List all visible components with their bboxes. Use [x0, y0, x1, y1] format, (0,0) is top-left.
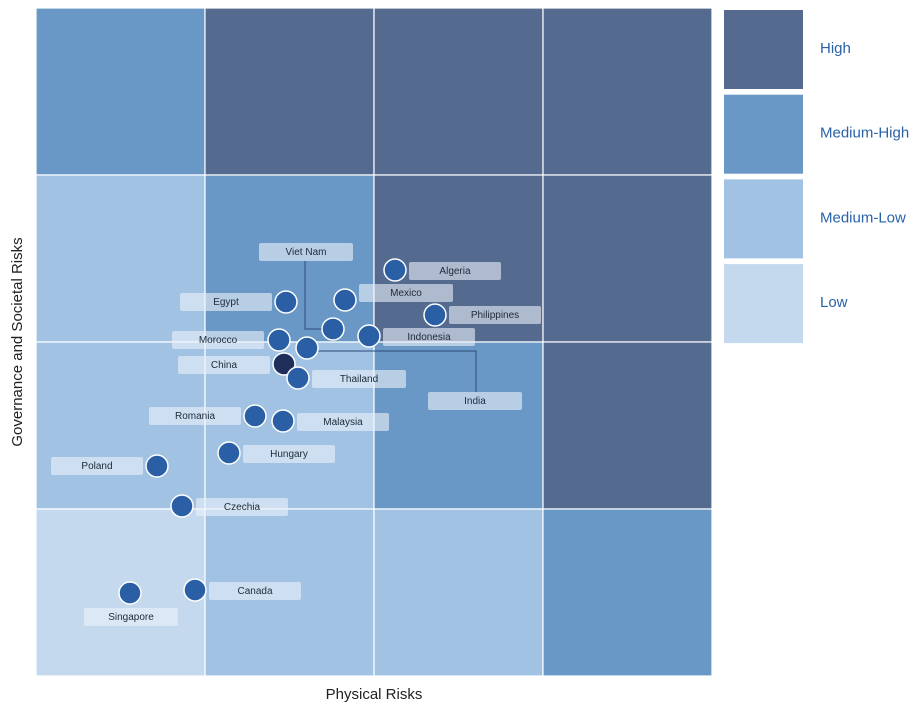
legend-label: Medium-Low: [820, 209, 906, 226]
country-label: Poland: [81, 461, 112, 472]
country-label-box: [51, 457, 143, 475]
country-label-box: [428, 392, 522, 410]
country-dot: [357, 324, 381, 348]
country-label-box: [209, 582, 301, 600]
country-label-box: [172, 331, 264, 349]
country-dot: [286, 366, 310, 390]
country-label: India: [464, 396, 486, 407]
country-label-box: [196, 498, 288, 516]
risk-cell: [35, 174, 206, 343]
grid: [35, 7, 713, 677]
legend-swatch: [724, 179, 803, 259]
country-label-box: [409, 262, 501, 280]
connector: [304, 261, 322, 330]
risk-cell: [542, 7, 713, 176]
x-axis-label: Physical Risks: [326, 686, 423, 703]
risk-cell: [373, 508, 544, 677]
country-label-box: [297, 413, 389, 431]
risk-cell: [373, 341, 544, 510]
risk-cell: [542, 341, 713, 510]
country-dot: [423, 303, 447, 327]
country-dot: [243, 404, 267, 428]
country-label-box: [359, 284, 453, 302]
country-label: Hungary: [270, 449, 308, 460]
country-label: Malaysia: [323, 417, 363, 428]
connector: [318, 350, 477, 392]
legend-swatch: [724, 94, 803, 174]
country-label-box: [149, 407, 241, 425]
country-dot: [183, 578, 207, 602]
country-dot: [170, 494, 194, 518]
country-label: Indonesia: [407, 332, 451, 343]
country-label-box: [178, 356, 270, 374]
risk-cell: [35, 7, 206, 176]
country-label: Philippines: [471, 310, 519, 321]
country-label: Romania: [175, 411, 215, 422]
risk-cell: [373, 7, 544, 176]
country-label: Czechia: [224, 502, 261, 513]
country-label-box: [312, 370, 406, 388]
country-label: Mexico: [390, 288, 422, 299]
legend-swatch: [724, 10, 803, 89]
country-label-box: [449, 306, 541, 324]
country-dot: [271, 409, 295, 433]
country-dot: [274, 290, 298, 314]
country-label: China: [211, 360, 238, 371]
risk-cell: [204, 7, 375, 176]
country-dot: [267, 328, 291, 352]
country-dot: [118, 581, 142, 605]
legend-label: Medium-High: [820, 125, 909, 142]
country-label: Egypt: [213, 297, 239, 308]
country-dot: [295, 336, 319, 360]
country-dot: [321, 317, 345, 341]
legend-label: Low: [820, 294, 848, 311]
country-dot: [217, 441, 241, 465]
country-label: Canada: [237, 586, 272, 597]
legend-label: High: [820, 40, 851, 57]
country-label-box: [383, 328, 475, 346]
country-label-box: [243, 445, 335, 463]
risk-cell: [542, 508, 713, 677]
country-label: Morocco: [199, 335, 238, 346]
y-axis-label: Governance and Societal Risks: [9, 237, 26, 446]
risk-cell: [542, 174, 713, 343]
country-dot: [145, 454, 169, 478]
country-label: Viet Nam: [286, 247, 327, 258]
country-label-box: [259, 243, 353, 261]
legend-swatch: [724, 264, 803, 344]
country-label-box: [180, 293, 272, 311]
country-dot: [272, 352, 296, 376]
country-label: Singapore: [108, 612, 154, 623]
country-dot: [333, 288, 357, 312]
country-dot: [383, 258, 407, 282]
country-label: Algeria: [439, 266, 471, 277]
country-label: Thailand: [340, 374, 378, 385]
country-label-box: [84, 608, 178, 626]
